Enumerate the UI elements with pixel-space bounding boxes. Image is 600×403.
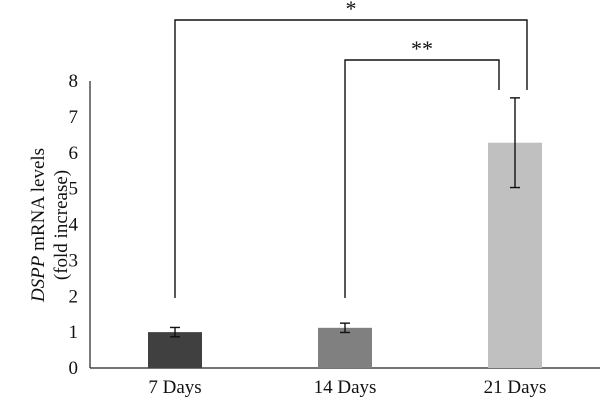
- y-tick-label: 3: [69, 250, 79, 271]
- y-tick-label: 1: [69, 322, 79, 343]
- y-axis-label-line1: DSPP mRNA levels: [28, 148, 49, 303]
- significance-bracket: [344, 59, 500, 298]
- x-tick-label: 14 Days: [314, 377, 377, 398]
- significance-bracket: [174, 19, 528, 298]
- bar: [318, 327, 372, 368]
- y-tick-label: 8: [69, 71, 79, 92]
- significance-label: *: [346, 0, 357, 21]
- y-axis-label-rest: mRNA levels: [28, 148, 49, 256]
- y-tick-label: 2: [69, 286, 79, 307]
- x-tick-label: 21 Days: [484, 377, 547, 398]
- x-tick-label: 7 Days: [148, 377, 201, 398]
- significance-label: **: [411, 36, 433, 61]
- y-tick-label: 0: [69, 358, 79, 379]
- bar: [148, 332, 202, 368]
- y-tick-label: 4: [69, 215, 79, 236]
- y-axis-label-line2: (fold increase): [51, 170, 72, 280]
- y-tick-label: 7: [69, 107, 79, 128]
- y-axis-label-italic: DSPP: [28, 255, 49, 303]
- y-tick-label: 5: [69, 179, 79, 200]
- y-tick-label: 6: [69, 143, 79, 164]
